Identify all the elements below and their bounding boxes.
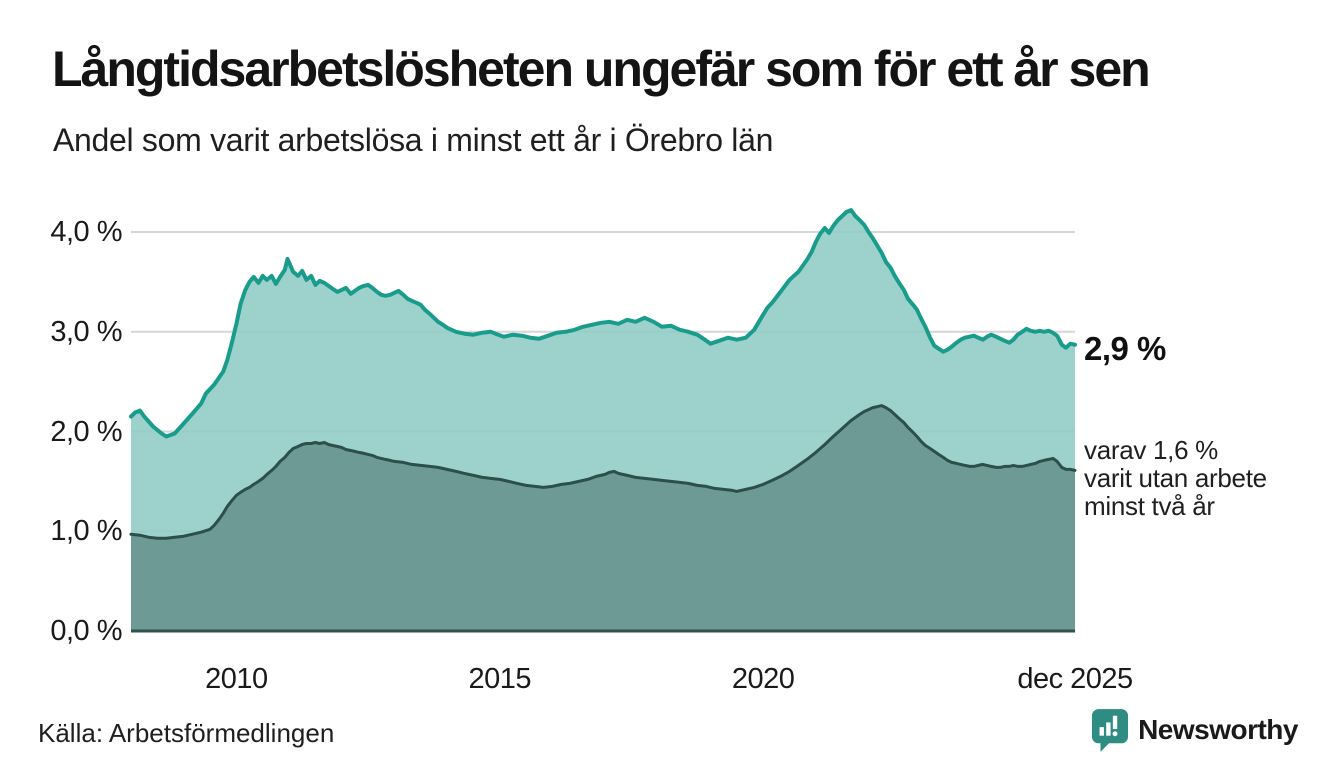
note-line-1: varav 1,6 % [1084,435,1218,465]
brand-logo: Newsworthy [1091,708,1298,752]
brand-name: Newsworthy [1138,714,1298,745]
page-title: Långtidsarbetslösheten ungefär som för e… [52,41,1151,97]
area-fill [131,405,1075,631]
latest-value-annotation: 2,9 % [1084,330,1166,367]
note-line-3: minst två år [1084,491,1215,521]
page-subtitle: Andel som varit arbetslösa i minst ett å… [53,122,774,158]
series-line [129,208,1077,439]
series-line [129,404,1077,540]
note-line-2: varit utan arbete [1084,463,1267,493]
source-credit: Källa: Arbetsförmedlingen [38,718,335,748]
series-note-annotation: varav 1,6 % varit utan arbete minst två … [1084,436,1267,520]
newsworthy-icon [1092,709,1129,752]
